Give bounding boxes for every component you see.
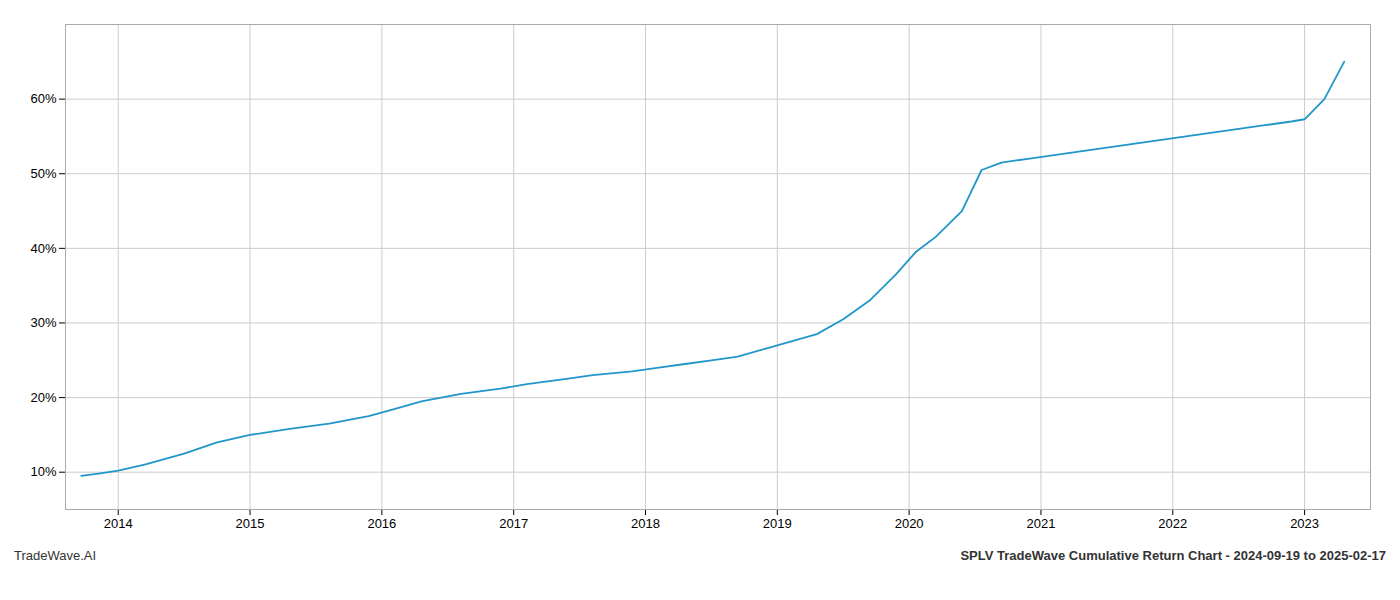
svg-text:50%: 50% xyxy=(30,166,56,181)
svg-text:2014: 2014 xyxy=(104,516,133,531)
svg-text:40%: 40% xyxy=(30,241,56,256)
svg-text:2018: 2018 xyxy=(631,516,660,531)
svg-text:2023: 2023 xyxy=(1290,516,1319,531)
svg-text:2015: 2015 xyxy=(236,516,265,531)
svg-text:60%: 60% xyxy=(30,91,56,106)
svg-text:2022: 2022 xyxy=(1158,516,1187,531)
svg-text:2019: 2019 xyxy=(763,516,792,531)
svg-text:2021: 2021 xyxy=(1026,516,1055,531)
html-text:TradeWave.AI: TradeWave.AI xyxy=(14,548,97,563)
svg-text:30%: 30% xyxy=(30,315,56,330)
svg-text:20%: 20% xyxy=(30,390,56,405)
svg-text:10%: 10% xyxy=(30,464,56,479)
svg-text:2016: 2016 xyxy=(367,516,396,531)
svg-text:2017: 2017 xyxy=(499,516,528,531)
svg-text:2020: 2020 xyxy=(895,516,924,531)
html-text:SPLV TradeWave Cumulative Retu: SPLV TradeWave Cumulative Return Chart -… xyxy=(960,548,1386,563)
